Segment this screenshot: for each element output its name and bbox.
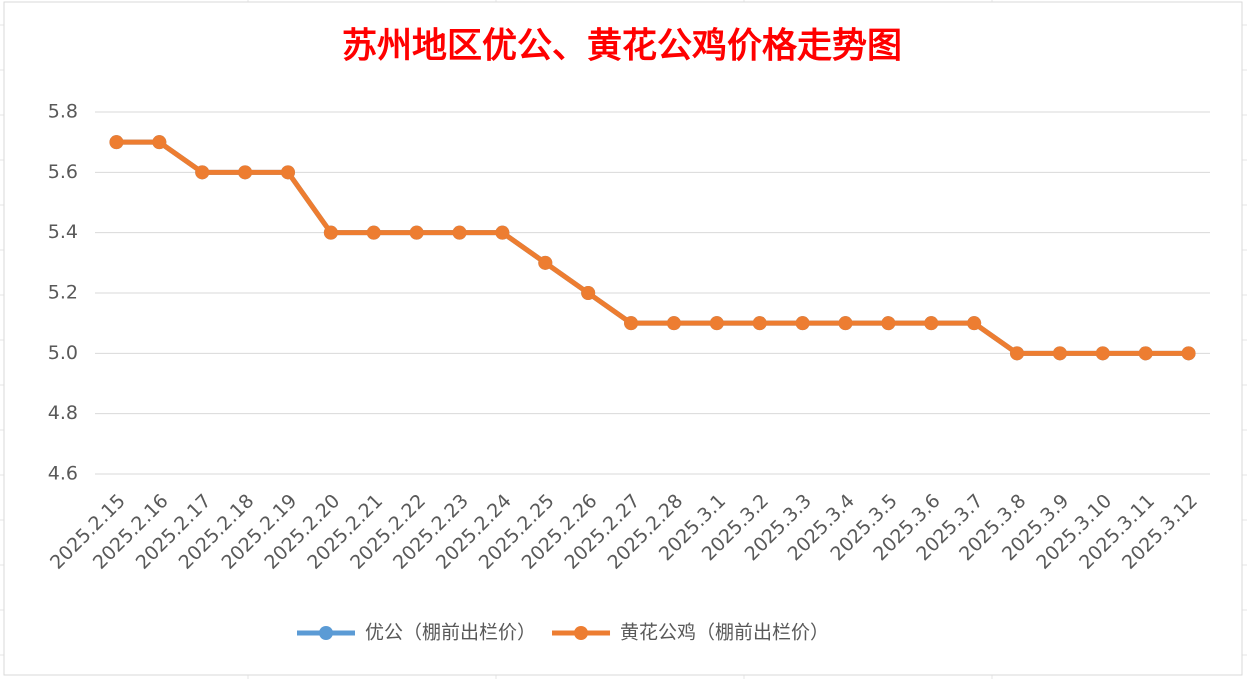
y-tick-label: 5.8	[48, 101, 78, 123]
point	[1052, 346, 1067, 361]
point	[1010, 346, 1025, 361]
point	[881, 316, 896, 331]
point	[581, 286, 596, 300]
y-tick-label: 4.6	[48, 463, 78, 485]
point	[366, 225, 381, 240]
y-tick-label: 4.8	[48, 402, 78, 424]
y-tick-label: 5.6	[48, 161, 78, 183]
point	[409, 225, 424, 240]
point	[280, 165, 295, 180]
point	[495, 225, 510, 240]
point	[109, 135, 124, 150]
legend-label: 优公（棚前出栏价）	[365, 622, 536, 644]
point	[709, 316, 724, 331]
point	[452, 225, 467, 240]
point	[195, 165, 210, 180]
point	[323, 225, 338, 240]
y-tick-label: 5.0	[48, 342, 78, 364]
chart-title: 苏州地区优公、黄花公鸡价格走势图	[342, 26, 902, 67]
legend-marker	[574, 626, 589, 640]
y-tick-label: 5.2	[48, 282, 78, 304]
point	[624, 316, 639, 331]
legend-label: 黄花公鸡（棚前出栏价）	[620, 622, 829, 644]
point	[1095, 346, 1110, 361]
point	[666, 316, 681, 331]
series-line	[116, 139, 1189, 356]
point	[1181, 346, 1196, 361]
point	[924, 316, 939, 331]
point	[752, 316, 767, 331]
point	[152, 135, 167, 150]
point	[795, 316, 810, 331]
chart-area	[3, 1, 1243, 676]
point	[838, 316, 853, 331]
legend-marker	[319, 626, 333, 640]
point	[1138, 346, 1153, 361]
point	[538, 255, 553, 270]
point	[967, 316, 982, 331]
y-tick-label: 5.4	[48, 221, 78, 243]
point	[238, 165, 253, 180]
